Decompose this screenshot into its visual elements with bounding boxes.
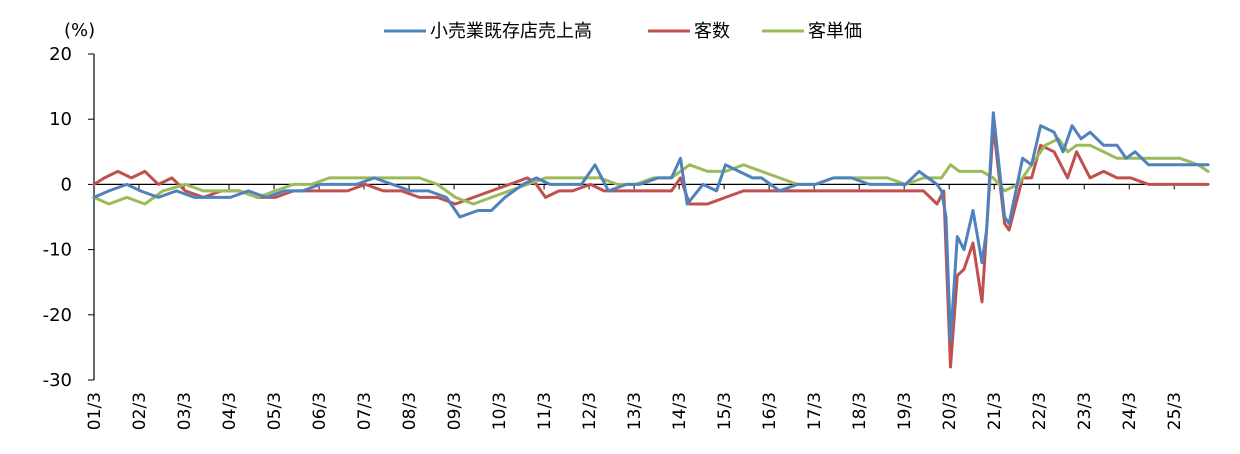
x-tick-label: 21/3 <box>985 392 1005 430</box>
legend-label-2: 客単価 <box>808 21 862 42</box>
x-tick-label: 05/3 <box>265 392 285 430</box>
legend-label-1: 客数 <box>694 21 730 42</box>
x-tick-label: 24/3 <box>1120 392 1140 430</box>
x-tick-label: 01/3 <box>85 392 105 430</box>
y-tick-label: -30 <box>43 370 72 391</box>
x-tick-label: 16/3 <box>760 392 780 430</box>
x-tick-label: 23/3 <box>1075 392 1095 430</box>
x-tick-label: 12/3 <box>580 392 600 430</box>
x-tick-label: 19/3 <box>895 392 915 430</box>
x-tick-label: 10/3 <box>490 392 510 430</box>
x-tick-label: 08/3 <box>400 392 420 430</box>
x-tick-label: 15/3 <box>715 392 735 430</box>
x-tick-label: 18/3 <box>850 392 870 430</box>
series-line-1 <box>92 124 1210 369</box>
y-tick-label: 0 <box>61 174 72 195</box>
x-tick-label: 22/3 <box>1030 392 1050 430</box>
y-tick-label: 10 <box>49 109 72 130</box>
x-tick-label: 14/3 <box>670 392 690 430</box>
x-tick-label: 25/3 <box>1165 392 1185 430</box>
series-lines <box>92 111 1210 369</box>
y-tick-label: -10 <box>43 240 72 261</box>
x-tick-label: 06/3 <box>310 392 330 430</box>
x-tick-label: 04/3 <box>220 392 240 430</box>
y-unit-label: (%) <box>64 20 95 41</box>
series-line-2 <box>92 137 1210 206</box>
x-tick-label: 07/3 <box>355 392 375 430</box>
series-line-0 <box>92 111 1210 343</box>
x-axis: 01/3 02/3 03/3 04/3 05/3 06/3 07/3 08/3 09/3 10/3… <box>85 183 1208 430</box>
x-tick-label: 20/3 <box>940 392 960 430</box>
x-tick-label: 11/3 <box>535 392 555 430</box>
y-axis: 20 10 0 -10 -20 -30 <box>43 44 95 391</box>
x-tick-label: 09/3 <box>445 392 465 430</box>
x-tick-label: 02/3 <box>130 392 150 430</box>
x-tick-label: 17/3 <box>805 392 825 430</box>
legend: 小売業既存店売上高 客数 客単価 <box>384 21 862 42</box>
y-tick-label: 20 <box>49 44 72 65</box>
legend-label-0: 小売業既存店売上高 <box>430 21 592 42</box>
y-tick-label: -20 <box>43 305 72 326</box>
x-tick-label: 13/3 <box>625 392 645 430</box>
x-tick-label: 03/3 <box>175 392 195 430</box>
